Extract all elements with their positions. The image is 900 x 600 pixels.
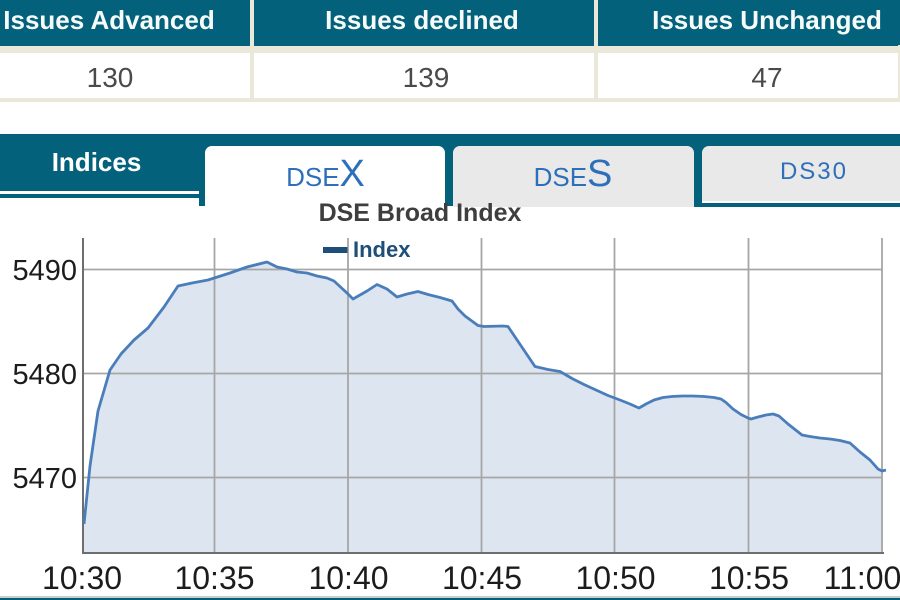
svg-text:Index: Index [353, 237, 411, 262]
svg-text:10:45: 10:45 [442, 560, 522, 596]
svg-text:10:40: 10:40 [308, 560, 388, 596]
svg-text:10:35: 10:35 [174, 560, 254, 596]
svg-text:DSE Broad Index: DSE Broad Index [319, 199, 522, 227]
svg-text:10:30: 10:30 [42, 560, 122, 596]
svg-text:10:55: 10:55 [709, 560, 789, 596]
svg-text:5490: 5490 [12, 255, 77, 287]
svg-text:11:00: 11:00 [824, 560, 900, 596]
svg-text:5470: 5470 [12, 463, 77, 495]
svg-text:5480: 5480 [12, 359, 77, 391]
svg-text:10:50: 10:50 [575, 560, 655, 596]
